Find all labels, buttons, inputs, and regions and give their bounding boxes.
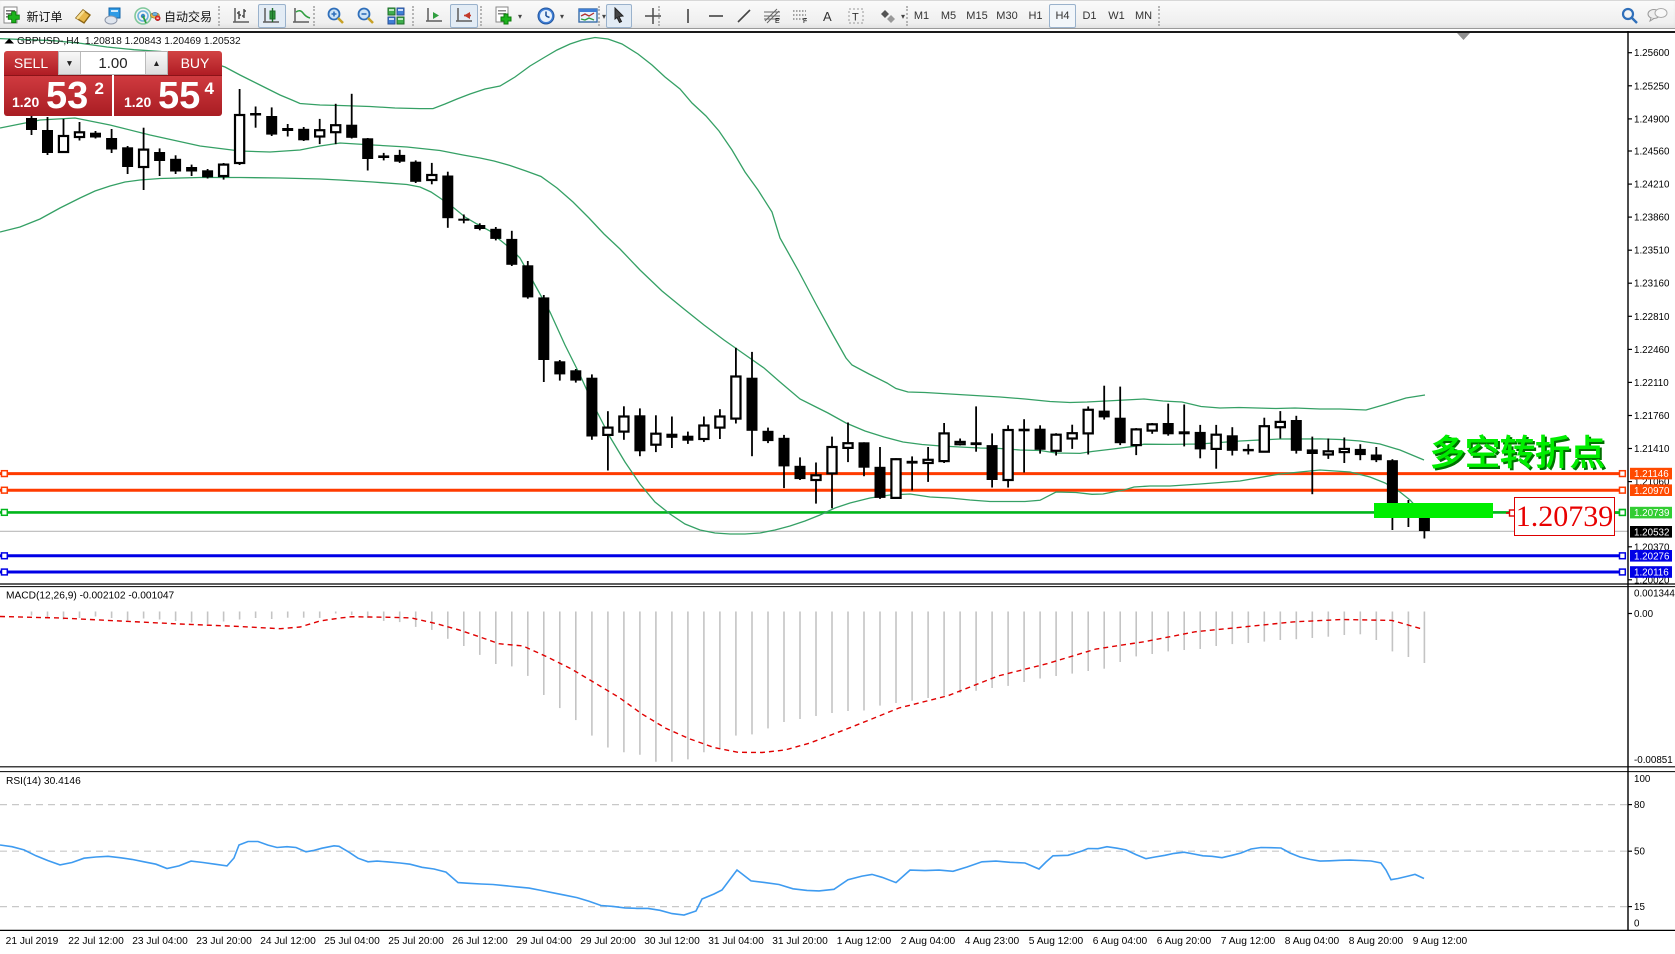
svg-text:1.20370: 1.20370 (1634, 542, 1670, 553)
svg-text:100: 100 (1634, 774, 1651, 785)
svg-text:GBPUSD-,H4 1.20818 1.20843 1.: GBPUSD-,H4 1.20818 1.20843 1.20469 1.205… (17, 36, 241, 47)
svg-text:1 Aug 12:00: 1 Aug 12:00 (837, 936, 892, 947)
svg-text:15: 15 (1634, 902, 1645, 913)
svg-text:1.24560: 1.24560 (1634, 147, 1670, 158)
svg-text:6 Aug 20:00: 6 Aug 20:00 (1157, 936, 1212, 947)
svg-text:8 Aug 04:00: 8 Aug 04:00 (1285, 936, 1340, 947)
svg-text:4 Aug 23:00: 4 Aug 23:00 (965, 936, 1020, 947)
svg-text:1.23160: 1.23160 (1634, 279, 1670, 290)
svg-text:1.21060: 1.21060 (1634, 477, 1670, 488)
svg-text:23 Jul 20:00: 23 Jul 20:00 (196, 936, 252, 947)
svg-text:1.25600: 1.25600 (1634, 48, 1670, 59)
svg-text:1.21410: 1.21410 (1634, 444, 1670, 455)
svg-text:6 Aug 04:00: 6 Aug 04:00 (1093, 936, 1148, 947)
svg-text:9 Aug 12:00: 9 Aug 12:00 (1413, 936, 1468, 947)
svg-text:1.24900: 1.24900 (1634, 114, 1670, 125)
svg-text:7 Aug 12:00: 7 Aug 12:00 (1221, 936, 1276, 947)
svg-text:31 Jul 04:00: 31 Jul 04:00 (708, 936, 764, 947)
svg-text:1.22460: 1.22460 (1634, 345, 1670, 356)
svg-text:2 Aug 04:00: 2 Aug 04:00 (901, 936, 956, 947)
svg-text:1.23860: 1.23860 (1634, 213, 1670, 224)
svg-text:29 Jul 04:00: 29 Jul 04:00 (516, 936, 572, 947)
svg-text:1.20276: 1.20276 (1634, 551, 1670, 562)
svg-text:MACD(12,26,9) -0.002102 -0.001: MACD(12,26,9) -0.002102 -0.001047 (6, 591, 175, 602)
svg-text:23 Jul 04:00: 23 Jul 04:00 (132, 936, 188, 947)
svg-text:50: 50 (1634, 847, 1645, 858)
svg-text:1.20116: 1.20116 (1634, 568, 1669, 579)
svg-text:1.23510: 1.23510 (1634, 246, 1670, 257)
svg-text:T: T (852, 12, 859, 24)
svg-text:F: F (803, 18, 807, 25)
svg-text:0: 0 (1634, 919, 1640, 930)
svg-text:E: E (775, 18, 780, 25)
svg-text:80: 80 (1634, 800, 1645, 811)
svg-text:30 Jul 12:00: 30 Jul 12:00 (644, 936, 700, 947)
svg-text:1.20970: 1.20970 (1634, 486, 1670, 497)
svg-text:26 Jul 12:00: 26 Jul 12:00 (452, 936, 508, 947)
svg-text:1.25250: 1.25250 (1634, 81, 1670, 92)
svg-text:24 Jul 12:00: 24 Jul 12:00 (260, 936, 316, 947)
svg-text:25 Jul 04:00: 25 Jul 04:00 (324, 936, 380, 947)
svg-text:1.20020: 1.20020 (1634, 575, 1670, 586)
svg-text:1.22110: 1.22110 (1634, 378, 1669, 389)
svg-text:1.24210: 1.24210 (1634, 180, 1670, 191)
svg-text:31 Jul 20:00: 31 Jul 20:00 (772, 936, 828, 947)
svg-text:A: A (823, 9, 832, 24)
svg-text:1.21146: 1.21146 (1634, 469, 1669, 480)
svg-text:25 Jul 20:00: 25 Jul 20:00 (388, 936, 444, 947)
svg-text:5 Aug 12:00: 5 Aug 12:00 (1029, 936, 1084, 947)
svg-text:0.001344: 0.001344 (1634, 589, 1675, 600)
svg-text:22 Jul 12:00: 22 Jul 12:00 (68, 936, 124, 947)
svg-text:1.20739: 1.20739 (1634, 508, 1669, 519)
svg-text:21 Jul 2019: 21 Jul 2019 (6, 936, 59, 947)
svg-text:29 Jul 20:00: 29 Jul 20:00 (580, 936, 636, 947)
svg-text:8 Aug 20:00: 8 Aug 20:00 (1349, 936, 1404, 947)
svg-text:0.00: 0.00 (1634, 609, 1654, 620)
svg-text:1.22810: 1.22810 (1634, 312, 1670, 323)
svg-text:1.21760: 1.21760 (1634, 411, 1670, 422)
svg-text:-0.00851: -0.00851 (1634, 755, 1673, 766)
svg-text:1.20532: 1.20532 (1634, 527, 1669, 538)
svg-text:RSI(14) 30.4146: RSI(14) 30.4146 (6, 776, 81, 787)
